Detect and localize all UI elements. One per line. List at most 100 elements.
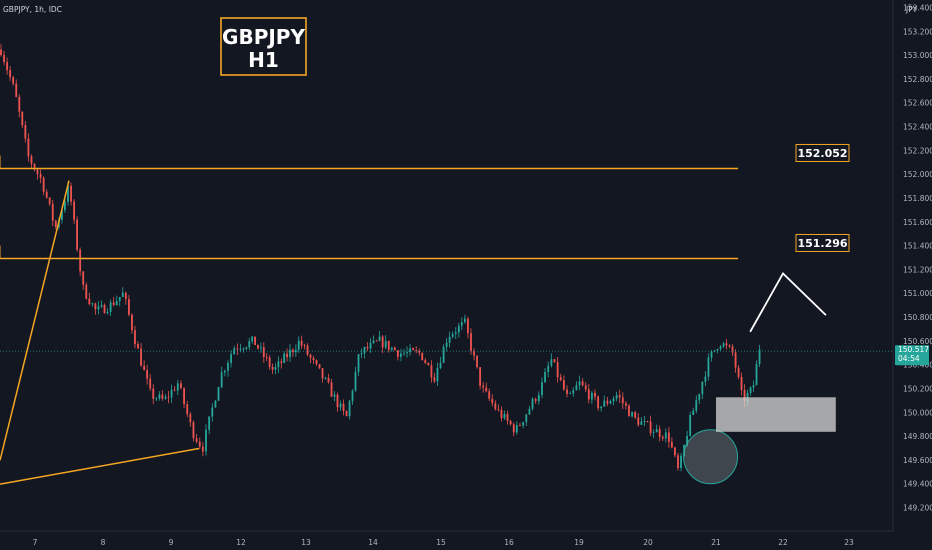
candle-body-90 (274, 367, 277, 370)
candle-156 (473, 348, 475, 361)
candle-body-108 (327, 377, 330, 383)
candle-body-55 (167, 396, 170, 398)
candle-97 (294, 344, 297, 357)
candle-body-220 (670, 441, 673, 448)
candle-181 (550, 353, 553, 368)
candle-body-227 (692, 410, 695, 416)
price-tick-151.8: 151.800 (903, 194, 932, 203)
candle-body-7 (21, 111, 24, 126)
candle-128 (387, 340, 390, 353)
price-tick-152.2: 152.200 (903, 146, 932, 155)
candle-108 (327, 373, 330, 384)
candle-120 (363, 346, 366, 359)
candle-3 (9, 66, 12, 81)
candle-body-69 (211, 407, 214, 417)
candle-body-12 (36, 169, 39, 174)
candle-body-40 (121, 292, 124, 298)
candle-body-51 (155, 398, 158, 400)
candle-body-109 (330, 382, 333, 397)
target-level-label-1: 151.296 (797, 237, 847, 250)
candle-body-126 (381, 336, 384, 348)
candle-body-104 (315, 360, 318, 365)
candle-body-78 (239, 349, 242, 350)
candle-119 (360, 348, 363, 359)
candle-136 (412, 347, 415, 351)
candle-body-187 (569, 393, 572, 395)
candle-9 (27, 133, 30, 162)
candle-body-49 (149, 378, 152, 389)
candle-body-163 (494, 403, 497, 410)
candle-body-98 (297, 340, 300, 350)
candle-148 (448, 331, 451, 348)
candle-body-39 (118, 297, 121, 301)
current-price-badge-bg (895, 345, 929, 366)
candle-body-99 (300, 340, 303, 346)
candle-body-6 (18, 96, 21, 112)
candle-body-117 (354, 371, 357, 391)
candle-197 (600, 406, 603, 412)
candle-body-70 (214, 400, 217, 408)
candle-216 (658, 425, 661, 442)
candle-body-200 (609, 401, 612, 404)
candle-body-14 (42, 177, 45, 192)
candle-body-111 (336, 394, 339, 408)
breakout-circle (683, 429, 739, 485)
candle-45 (137, 341, 139, 349)
candle-219 (667, 427, 670, 448)
title-box: GBPJPY H1 (220, 17, 307, 76)
candle-204 (621, 392, 624, 410)
candle-164 (497, 404, 500, 412)
candle-56 (170, 384, 173, 403)
candle-105 (318, 364, 321, 370)
price-tick-149.8: 149.800 (903, 432, 932, 441)
candle-body-94 (286, 353, 288, 358)
candle-body-176 (534, 398, 537, 402)
candle-body-52 (158, 394, 161, 399)
candle-body-113 (342, 403, 345, 411)
candle-body-233 (710, 351, 713, 358)
candle-13 (39, 169, 42, 184)
candle-231 (704, 371, 707, 387)
candle-body-190 (578, 381, 581, 386)
candle-39 (118, 297, 121, 307)
target-level-box-0 (795, 143, 850, 162)
candle-163 (494, 400, 497, 411)
candle-body-71 (217, 387, 220, 401)
candle-205 (625, 400, 627, 410)
candle-body-136 (412, 348, 415, 351)
candle-body-10 (30, 156, 33, 164)
candle-5 (15, 79, 18, 98)
candle-150 (454, 327, 457, 340)
candle-195 (594, 389, 596, 401)
candle-134 (406, 346, 408, 358)
time-tick-16: 16 (504, 538, 514, 547)
candle-30 (91, 302, 94, 307)
candle-43 (131, 313, 133, 334)
candle-body-243 (740, 376, 743, 390)
candle-160 (485, 382, 488, 393)
candle-172 (522, 421, 525, 429)
candle-123 (372, 335, 375, 344)
candle-135 (409, 344, 411, 356)
candle-body-127 (384, 340, 387, 348)
candle-170 (515, 421, 518, 435)
candle-51 (155, 397, 158, 402)
candle-215 (655, 424, 658, 433)
candle-187 (569, 391, 572, 395)
candle-79 (242, 347, 245, 353)
candle-26 (79, 247, 82, 277)
candle-body-95 (289, 349, 291, 358)
time-axis[interactable]: 7 8 9 12 13 14 15 16 19 20 21 22 23 (33, 538, 854, 547)
candle-body-228 (695, 400, 698, 411)
candle-25 (76, 216, 79, 252)
candle-body-91 (277, 361, 280, 368)
candle-body-18 (54, 220, 57, 227)
price-tick-152.4: 152.400 (903, 123, 932, 132)
candle-107 (324, 376, 327, 380)
candle-body-4 (12, 77, 15, 84)
price-tick-153.0: 153.000 (903, 51, 932, 60)
price-axis[interactable]: 149.200 149.400 149.600 149.800 150.000 150.2… (903, 3, 932, 512)
candle-6 (18, 94, 21, 118)
candle-61 (186, 400, 189, 418)
